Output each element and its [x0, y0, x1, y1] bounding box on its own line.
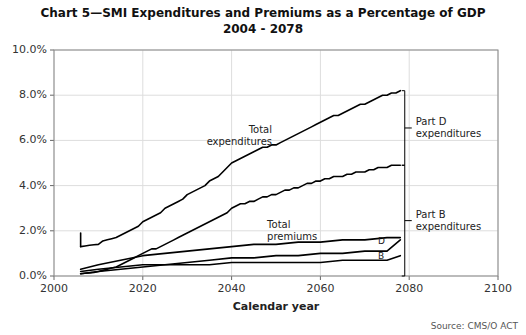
tick-label-y: 8.0%	[19, 88, 47, 101]
tick-y	[50, 185, 54, 186]
annotations: TotalexpendituresTotalpremiumsDB	[207, 124, 385, 260]
tick-label-x: 2100	[484, 282, 512, 295]
tick-label-y: 2.0%	[19, 224, 47, 237]
grid-line-y	[54, 185, 498, 186]
tick-y	[50, 230, 54, 231]
text-line: Part B	[416, 209, 446, 220]
series-line	[81, 238, 401, 270]
bracket	[402, 165, 412, 276]
plot-area	[54, 50, 498, 276]
text-line: B	[378, 250, 384, 260]
grid	[54, 50, 498, 276]
text-line: Total	[266, 219, 290, 230]
brackets: Part DexpendituresPart Bexpenditures	[402, 91, 481, 276]
tick-label-x: 2000	[40, 282, 68, 295]
text-line: expenditures	[416, 128, 481, 139]
text-line: D	[378, 235, 385, 245]
series-line	[81, 91, 401, 247]
tick-y	[50, 95, 54, 96]
tick-x	[231, 276, 232, 280]
text-line: expenditures	[416, 221, 481, 232]
series-line	[80, 233, 82, 247]
tick-x	[320, 276, 321, 280]
plot-frame	[54, 50, 498, 276]
text-line: Part D	[416, 116, 447, 127]
bracket-label: Part Bexpenditures	[416, 209, 481, 232]
tick-x	[54, 276, 55, 280]
title: Chart 5—SMI Expenditures and Premiums as…	[41, 6, 486, 20]
tick-label-y: 10.0%	[12, 43, 47, 56]
tick-label-x: 2080	[395, 282, 423, 295]
annotation: D	[378, 235, 385, 245]
data-lines	[81, 91, 401, 274]
text-line: Total	[248, 124, 272, 135]
subtitle: 2004 - 2078	[223, 22, 303, 36]
grid-line-y	[54, 95, 498, 96]
tick-label-x: 2040	[218, 282, 246, 295]
source: Source: CMS/O ACT	[431, 321, 519, 331]
x-axis-label: Calendar year	[233, 300, 320, 313]
annotation: Totalexpenditures	[207, 124, 272, 147]
series-line	[81, 165, 401, 273]
bracket	[402, 91, 412, 166]
tick-x	[142, 276, 143, 280]
tick-x	[498, 276, 499, 280]
tick-x	[409, 276, 410, 280]
tick-label-x: 2060	[306, 282, 334, 295]
series-line	[81, 240, 401, 274]
tick-label-y: 6.0%	[19, 133, 47, 146]
annotation: Totalpremiums	[266, 219, 317, 242]
tick-label-y: 4.0%	[19, 179, 47, 192]
text-line: premiums	[267, 231, 317, 242]
tick-label-x: 2020	[129, 282, 157, 295]
axes: 2000 2020 2040 2060 2080 2100 0.0% 2.0% 4.0% 6.0%…	[12, 43, 512, 295]
bracket-label: Part Dexpenditures	[416, 116, 481, 139]
grid-line-x	[142, 50, 143, 276]
grid-line-x	[409, 50, 410, 276]
tick-y	[50, 276, 54, 277]
grid-line-y	[54, 140, 498, 141]
series-line	[81, 256, 401, 272]
tick-y	[50, 140, 54, 141]
annotation: B	[378, 250, 384, 260]
tick-y	[50, 50, 54, 51]
chart: 2000 2020 2040 2060 2080 2100 0.0% 2.0% 4.0% 6.0%…	[0, 0, 526, 335]
tick-label-y: 0.0%	[19, 269, 47, 282]
text-line: expenditures	[207, 136, 272, 147]
